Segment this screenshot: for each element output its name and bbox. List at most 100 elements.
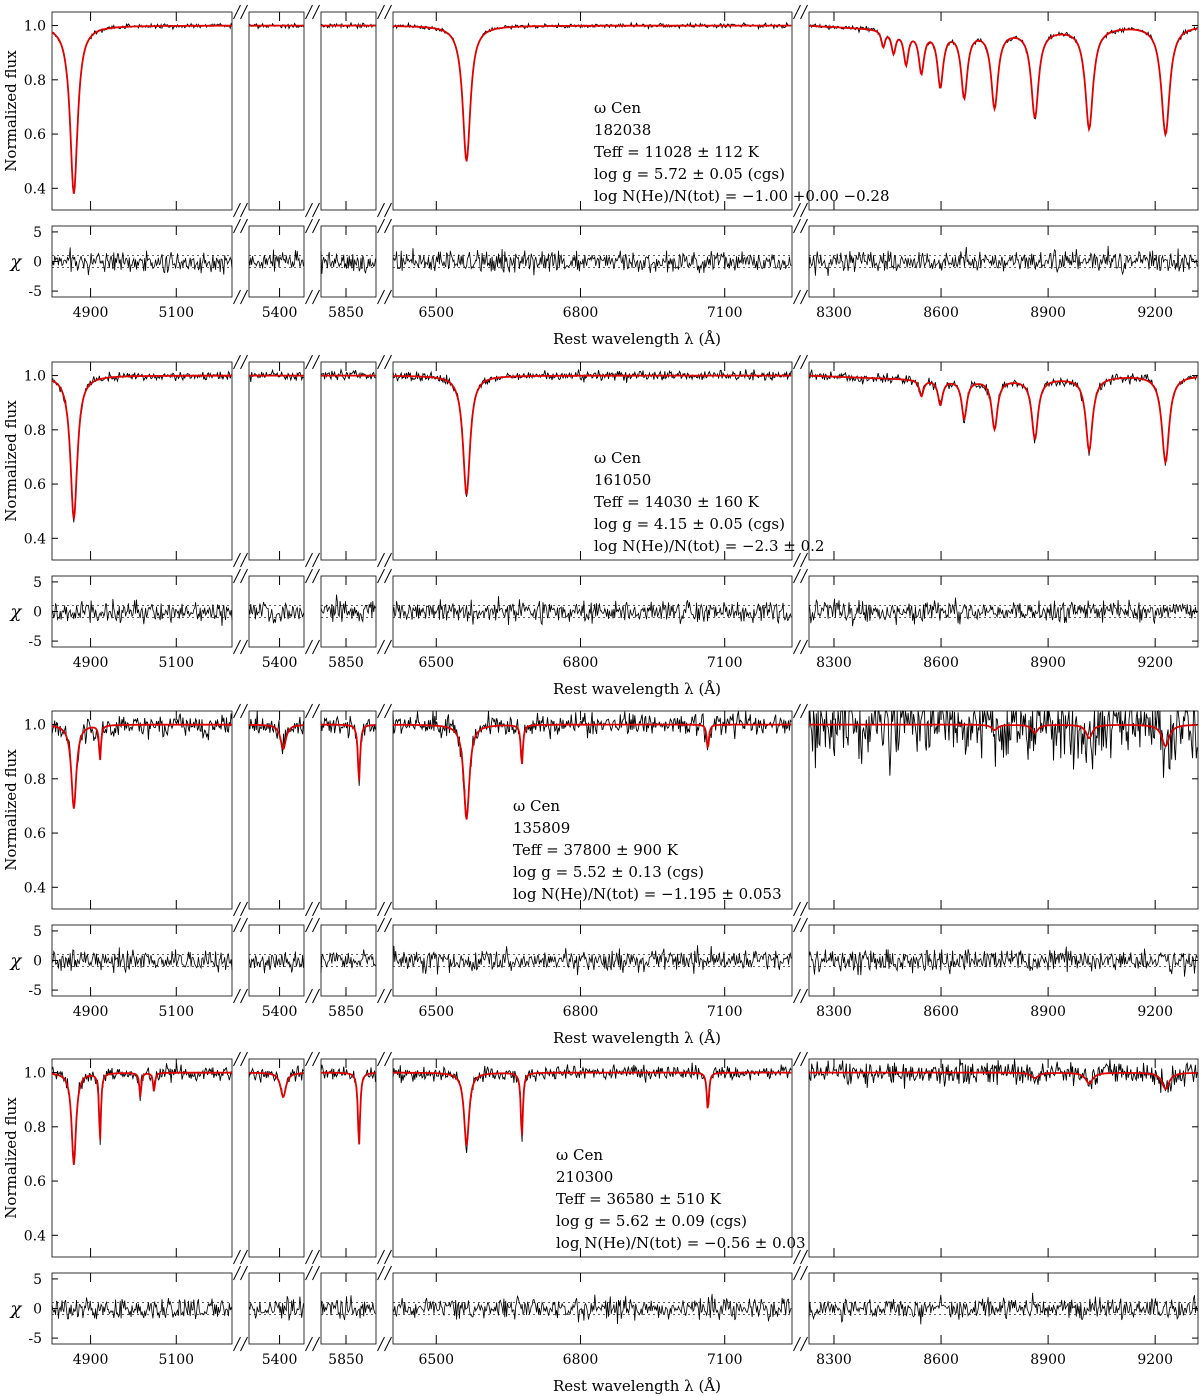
- flux-axes-frame: [392, 11, 793, 211]
- axis-break-mark: [305, 1249, 320, 1265]
- x-tick-label: 5100: [158, 655, 194, 671]
- x-tick-label: 8900: [1030, 1352, 1066, 1368]
- axis-break-mark: [377, 1265, 392, 1281]
- flux-axes-frame: [248, 1058, 305, 1258]
- axis-break-mark: [305, 218, 320, 234]
- x-tick-label: 5400: [262, 1352, 298, 1368]
- flux-y-tick-label: 0.4: [24, 531, 46, 547]
- residual-y-tick-label: 5: [33, 225, 42, 241]
- x-tick-label: 8300: [816, 1004, 852, 1020]
- axis-break-mark: [233, 1265, 248, 1281]
- observed-spectrum: [320, 368, 376, 381]
- x-tick-label: 7100: [707, 1352, 743, 1368]
- residual-y-tick-label: 5: [33, 924, 42, 940]
- annotation-teff: Teff = 37800 ± 900 K: [513, 841, 679, 859]
- flux-y-tick-label: 0.8: [24, 73, 46, 89]
- spectrum-panel-3: 0.4 0.6 0.8 1.0 -5 0 5 4900 5100 5400 5850 6500 6800…: [2, 709, 1199, 1047]
- flux-y-tick-label: 0.6: [24, 826, 46, 842]
- axis-break-mark: [793, 568, 808, 584]
- x-axis-title: Rest wavelength λ (Å): [553, 1029, 721, 1047]
- observed-spectrum: [248, 368, 304, 383]
- x-tick-label: 8900: [1030, 655, 1066, 671]
- axis-break-mark: [233, 988, 248, 1004]
- annotation-he-abundance: log N(He)/N(tot) = −2.3 ± 0.2: [594, 537, 824, 555]
- observed-spectrum: [808, 369, 1198, 466]
- observed-spectrum: [808, 23, 1198, 135]
- axis-break-mark: [377, 289, 392, 305]
- axis-break-mark: [305, 552, 320, 568]
- observed-spectrum: [808, 709, 1198, 778]
- observed-spectrum: [392, 710, 792, 819]
- axis-break-mark: [233, 202, 248, 218]
- axis-break-mark: [793, 917, 808, 933]
- model-spectrum: [321, 1071, 376, 1145]
- model-spectrum: [51, 1071, 232, 1165]
- axis-break-mark: [793, 1051, 808, 1067]
- annotation-he-abundance: log N(He)/N(tot) = −1.00 +0.00 −0.28: [594, 187, 890, 205]
- axis-break-mark: [377, 568, 392, 584]
- model-spectrum: [809, 723, 1198, 748]
- annotation-logg: log g = 5.62 ± 0.09 (cgs): [556, 1212, 747, 1230]
- axis-break-mark: [377, 552, 392, 568]
- residual-curve: [320, 1295, 376, 1321]
- model-spectrum: [51, 374, 232, 520]
- x-tick-label: 6500: [418, 1004, 454, 1020]
- axis-break-mark: [377, 1336, 392, 1352]
- flux-axes-frame: [51, 361, 233, 561]
- flux-axes-frame: [248, 11, 305, 211]
- axis-break-mark: [233, 4, 248, 20]
- flux-axes-frame: [51, 1058, 233, 1258]
- axis-break-mark: [305, 703, 320, 719]
- axis-break-mark: [233, 1051, 248, 1067]
- model-spectrum: [393, 723, 792, 820]
- residual-axes-frame: [248, 924, 305, 997]
- annotation-teff: Teff = 11028 ± 112 K: [594, 143, 760, 161]
- residual-curve: [808, 597, 1198, 627]
- flux-axes-frame: [320, 361, 377, 561]
- residual-axes-frame: [392, 1272, 793, 1345]
- flux-axes-frame: [808, 361, 1199, 561]
- x-tick-label: 5100: [158, 305, 194, 321]
- x-tick-label: 8600: [923, 655, 959, 671]
- x-tick-label: 8300: [816, 655, 852, 671]
- x-tick-label: 7100: [707, 1004, 743, 1020]
- axis-break-mark: [305, 639, 320, 655]
- residual-curve: [392, 945, 792, 976]
- flux-y-tick-label: 0.8: [24, 772, 46, 788]
- x-tick-label: 5100: [158, 1352, 194, 1368]
- annotation-teff: Teff = 36580 ± 510 K: [556, 1190, 722, 1208]
- observed-spectrum: [392, 369, 792, 497]
- axis-break-mark: [233, 354, 248, 370]
- residual-curve: [320, 594, 376, 623]
- flux-axes-frame: [808, 710, 1199, 910]
- residual-axes-frame: [392, 575, 793, 648]
- spectrum-panel-2: 0.4 0.6 0.8 1.0 -5 0 5 4900 5100 5400 5850 6500 6800…: [2, 361, 1199, 698]
- axis-break-mark: [793, 289, 808, 305]
- model-spectrum: [809, 1071, 1198, 1091]
- axis-break-mark: [305, 988, 320, 1004]
- x-tick-label: 6800: [563, 305, 599, 321]
- x-tick-label: 6500: [418, 655, 454, 671]
- flux-y-tick-label: 1.0: [24, 718, 46, 734]
- flux-y-tick-label: 0.4: [24, 880, 46, 896]
- x-tick-label: 5400: [262, 305, 298, 321]
- x-tick-label: 6800: [563, 655, 599, 671]
- flux-axes-frame: [392, 1058, 793, 1258]
- axis-break-mark: [305, 289, 320, 305]
- y-axis-title: Normalized flux: [2, 749, 20, 871]
- residual-curve: [51, 247, 233, 276]
- x-tick-label: 8300: [816, 1352, 852, 1368]
- spectrum-panel-4: 0.4 0.6 0.8 1.0 -5 0 5 4900 5100 5400 5850 6500 6800…: [2, 1058, 1199, 1395]
- y-axis-title: Normalized flux: [2, 1097, 20, 1219]
- residual-curve: [320, 251, 376, 274]
- y-axis-title: Normalized flux: [2, 400, 20, 522]
- x-tick-label: 9200: [1137, 1004, 1173, 1020]
- observed-spectrum: [248, 1065, 304, 1099]
- x-tick-label: 5850: [328, 1004, 364, 1020]
- axis-break-mark: [233, 218, 248, 234]
- residual-y-tick-label: -5: [28, 983, 42, 999]
- residual-curve: [51, 947, 233, 974]
- residual-axis-title: χ: [9, 602, 23, 623]
- axis-break-mark: [377, 202, 392, 218]
- residual-curve: [248, 249, 304, 272]
